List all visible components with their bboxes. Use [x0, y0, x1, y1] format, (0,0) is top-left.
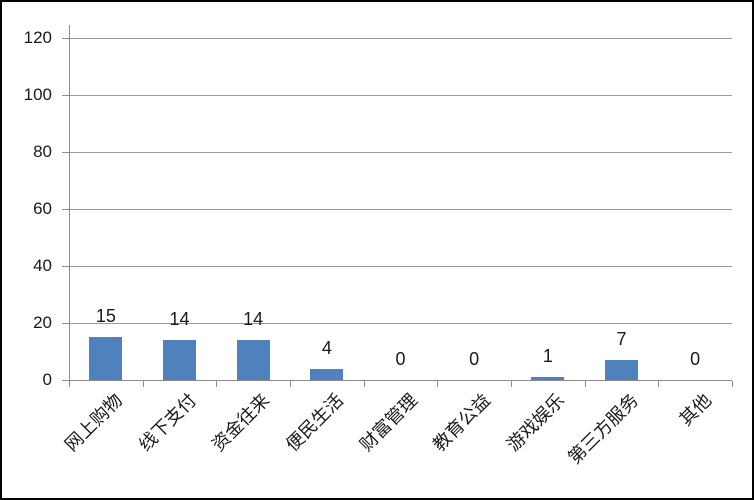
bar-value-label: 4	[321, 337, 332, 358]
y-axis-tick	[62, 323, 69, 324]
y-axis-tick	[62, 266, 69, 267]
y-axis-tick	[62, 38, 69, 39]
bar	[531, 377, 565, 380]
y-axis-tick-label: 40	[33, 256, 52, 275]
x-axis-category-label: 游戏娱乐	[502, 390, 568, 456]
y-axis-tick-label: 80	[33, 142, 52, 161]
bar-value-label: 14	[169, 309, 190, 330]
x-axis-tick	[732, 381, 733, 387]
x-axis-category-label: 第三方服务	[563, 390, 642, 468]
x-axis-tick	[216, 381, 218, 387]
gridline	[69, 266, 732, 267]
y-axis-tick-label: 60	[33, 199, 52, 218]
gridline	[69, 152, 732, 153]
gridline	[69, 323, 732, 324]
x-axis-line	[69, 380, 732, 381]
y-axis-tick	[62, 380, 69, 381]
x-axis-category-label: 其他	[675, 390, 716, 430]
y-axis-tick	[62, 95, 69, 96]
bar	[605, 360, 638, 380]
x-axis-tick	[437, 381, 439, 387]
gridline	[69, 38, 732, 39]
y-axis-tick-label: 120	[23, 28, 52, 47]
y-axis-line	[69, 25, 70, 380]
bar	[89, 337, 123, 380]
x-axis-tick	[658, 381, 660, 387]
bar-value-label: 0	[395, 349, 406, 369]
y-axis-tick-label: 0	[42, 370, 52, 389]
x-axis-category-label: 教育公益	[429, 390, 495, 456]
y-axis-tick-label: 100	[23, 85, 52, 104]
bar-value-label: 14	[243, 309, 264, 330]
bar-value-label: 7	[616, 329, 627, 350]
bar-value-label: 1	[542, 346, 553, 367]
x-axis-tick	[584, 381, 586, 387]
y-axis-tick	[62, 209, 69, 210]
x-axis-category-label: 网上购物	[60, 390, 126, 456]
bar-value-label: 0	[690, 349, 701, 369]
x-axis-tick	[363, 381, 365, 387]
gridline	[69, 95, 732, 96]
gridline	[69, 209, 732, 210]
x-axis-category-label: 线下支付	[134, 390, 200, 456]
y-axis-tick-label: 20	[33, 313, 52, 332]
bar-value-label: 0	[469, 349, 480, 369]
x-axis-tick	[511, 381, 512, 387]
x-axis-category-label: 财富管理	[355, 390, 421, 456]
y-axis-tick	[62, 152, 69, 153]
x-axis-category-label: 便民生活	[281, 390, 347, 456]
bar	[163, 340, 196, 380]
x-axis-tick	[69, 381, 70, 387]
bar	[310, 368, 344, 380]
x-axis-tick	[290, 381, 291, 387]
x-axis-tick	[142, 381, 144, 387]
x-axis-category-label: 资金往来	[208, 390, 274, 456]
bar	[236, 340, 270, 380]
bar-value-label: 15	[95, 306, 116, 327]
